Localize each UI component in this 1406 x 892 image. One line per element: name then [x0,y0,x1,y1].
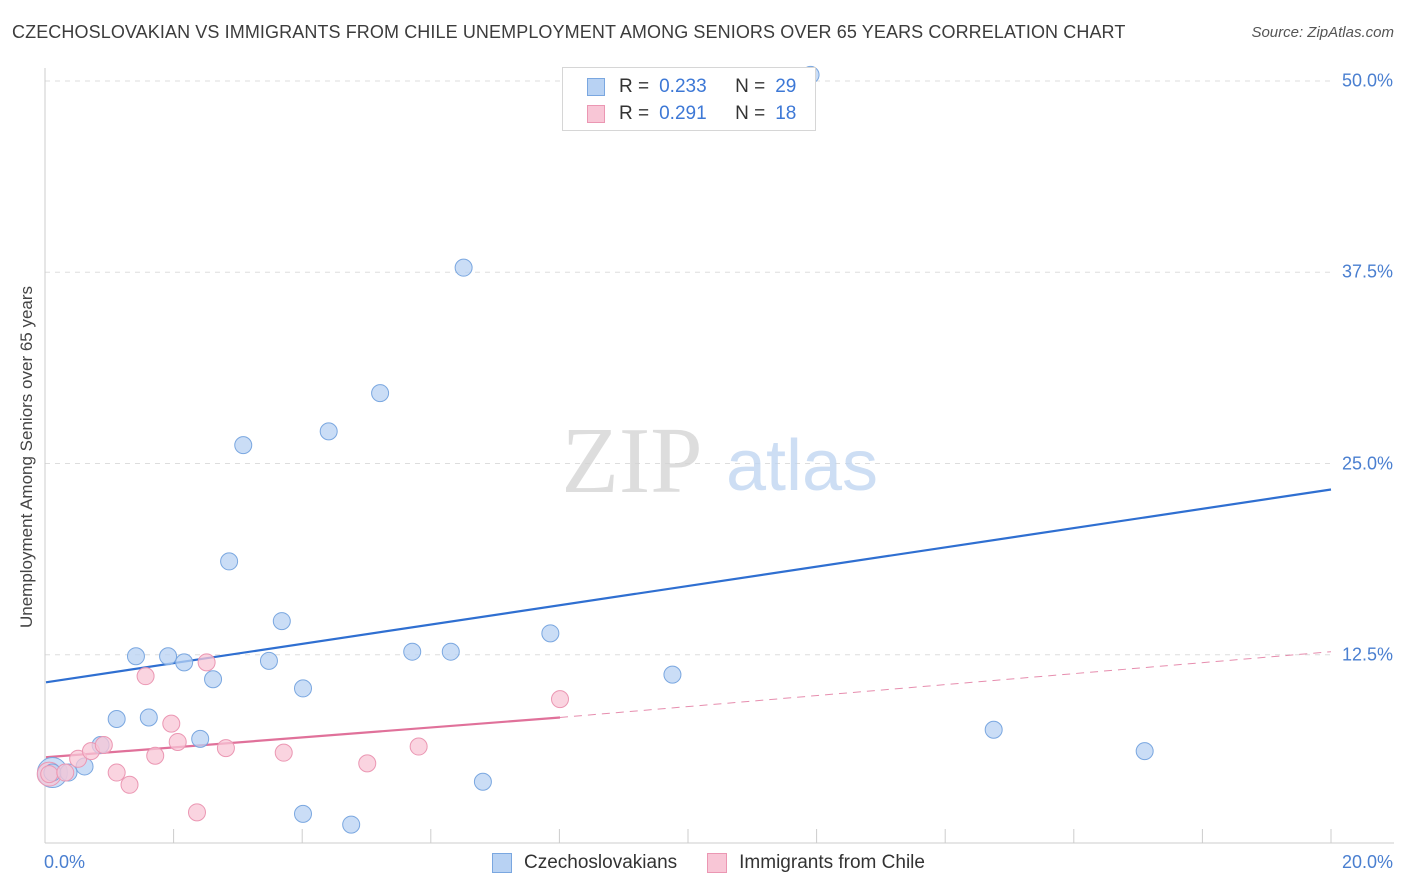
data-point-czechoslovakians [191,729,210,748]
gridlines [45,80,1331,656]
legend-n-value: 18 [775,103,797,124]
data-point-chile [187,803,206,822]
trend-line-chile-extension [559,651,1332,718]
data-point-czechoslovakians [159,647,178,666]
legend-r-value: 0.291 [659,103,707,124]
data-point-chile [56,763,75,782]
series-label-czechoslovakians: Czechoslovakians [524,852,678,873]
x-tick-label-max: 20.0% [1341,852,1393,872]
data-point-chile [197,653,216,672]
y-tick-label-37-5: 37.5% [1341,261,1393,282]
watermark-zip: ZIP [562,409,703,513]
data-point-chile [358,754,377,773]
legend-n-value: 29 [775,76,797,97]
legend-n-label: N = [735,76,766,97]
series-legend-czechoslovakians[interactable]: Czechoslovakians [492,852,677,874]
trend-lines [45,488,1332,759]
legend-row-czechoslovakians: R = 0.233 N = 29 [587,75,796,99]
data-point-czechoslovakians [294,804,312,823]
data-point-chile [94,736,113,755]
series-swatch-blue [492,853,512,873]
legend-row-chile: R = 0.291 N = 18 [587,102,796,126]
data-point-czechoslovakians [126,647,145,666]
legend-r-label: R = [619,76,650,97]
source-label: Source: ZipAtlas.com [1251,24,1394,41]
data-point-czechoslovakians [1135,742,1154,761]
data-points [36,65,1154,834]
data-point-czechoslovakians [663,665,682,684]
data-point-czechoslovakians [541,624,560,643]
chart-title: CZECHOSLOVAKIAN VS IMMIGRANTS FROM CHILE… [12,22,1126,42]
series-legend-chile[interactable]: Immigrants from Chile [707,852,925,874]
watermark-atlas: atlas [726,426,878,506]
data-point-czechoslovakians [204,670,223,689]
data-point-czechoslovakians [139,708,158,727]
axes [44,68,1394,844]
data-point-czechoslovakians [107,710,126,729]
data-point-chile [146,746,165,765]
y-tick-label-25: 25.0% [1341,453,1393,473]
data-point-czechoslovakians [294,679,312,698]
data-point-chile [107,763,126,782]
trend-line-chile [45,716,561,759]
data-point-chile [274,743,293,762]
data-point-czechoslovakians [234,436,253,455]
data-point-chile [168,732,187,751]
data-point-chile [216,739,235,758]
data-point-chile [409,737,428,756]
legend-n-label: N = [735,103,766,124]
trend-line-czechoslovakians [45,488,1332,684]
series-label-chile: Immigrants from Chile [739,852,925,873]
data-point-czechoslovakians [441,642,460,661]
data-point-czechoslovakians [342,815,361,834]
data-point-czechoslovakians [175,653,194,672]
data-point-chile [162,714,181,733]
series-legend: Czechoslovakians Immigrants from Chile [492,852,955,874]
legend-swatch-pink [587,105,605,123]
data-point-czechoslovakians [371,384,390,403]
correlation-legend: R = 0.233 N = 29 R = 0.291 N = 18 [562,67,816,131]
data-point-czechoslovakians [220,552,239,571]
data-point-czechoslovakians [272,612,291,631]
x-tick-label-min: 0.0% [44,852,86,872]
data-point-chile [136,667,155,686]
data-point-czechoslovakians [473,772,492,791]
data-point-czechoslovakians [403,642,422,661]
data-point-czechoslovakians [259,651,278,670]
data-point-czechoslovakians [984,720,1003,739]
data-point-czechoslovakians [454,258,473,277]
legend-r-value: 0.233 [659,76,707,97]
data-point-chile [551,690,569,709]
y-tick-label-12-5: 12.5% [1341,644,1393,665]
data-point-chile [120,775,139,794]
y-tick-label-50: 50.0% [1341,70,1393,91]
legend-swatch-blue [587,78,605,96]
series-swatch-pink [707,853,728,873]
data-point-czechoslovakians [319,422,338,441]
data-point-chile [40,765,59,784]
legend-r-label: R = [619,103,650,124]
